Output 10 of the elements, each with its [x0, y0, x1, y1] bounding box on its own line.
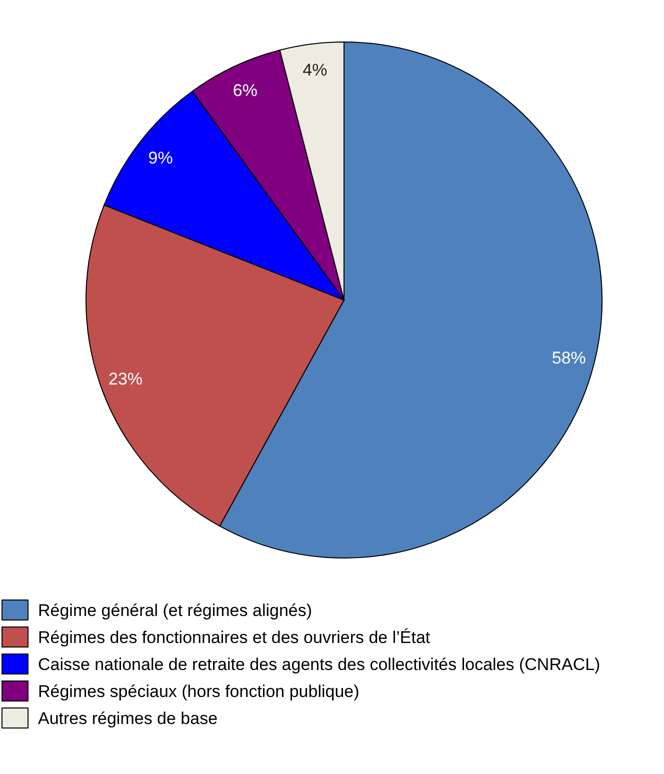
data-label: 23% — [108, 370, 143, 389]
data-label: 9% — [148, 148, 173, 168]
data-label: 58% — [552, 348, 586, 368]
legend-label: Autres régimes de base — [38, 708, 218, 728]
legend-label: Régimes des fonctionnaires et des ouvriers de l’État — [38, 628, 430, 647]
data-label: 4% — [302, 60, 328, 80]
legend-label: Caisse nationale de retraite des agents des collectivités locales (CNRACL) — [38, 654, 600, 674]
data-label: 6% — [232, 80, 258, 100]
legend-label: Régimes spéciaux (hors fonction publique) — [38, 682, 360, 701]
legend-label: Régime général (et régimes alignés) — [38, 600, 312, 620]
